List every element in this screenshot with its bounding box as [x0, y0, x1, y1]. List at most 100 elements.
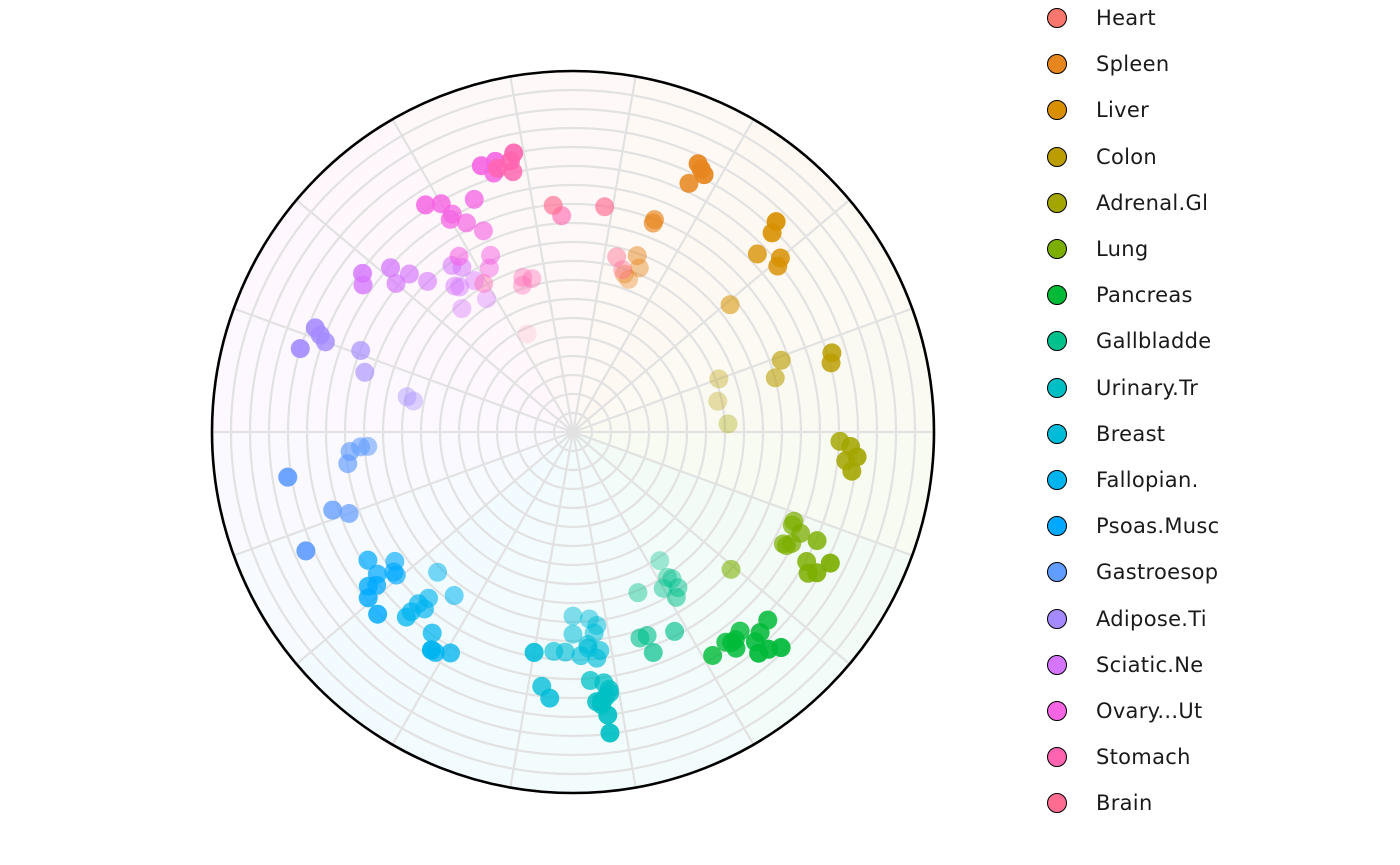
legend-item: Colon — [1038, 137, 1157, 177]
legend-swatch — [1047, 654, 1067, 675]
grid-spoke — [572, 114, 757, 433]
data-point — [599, 679, 619, 699]
grid-spoke — [508, 71, 575, 433]
data-point — [578, 638, 598, 658]
data-point — [425, 642, 445, 662]
sector-shade — [573, 301, 934, 432]
grid-spoke — [291, 431, 574, 669]
grid-spoke — [572, 431, 757, 750]
legend-swatch — [1047, 8, 1067, 28]
data-point — [703, 645, 723, 665]
data-point — [512, 275, 532, 295]
data-point — [418, 271, 438, 291]
data-point — [416, 195, 436, 215]
grid-spoke — [291, 195, 574, 433]
data-point — [449, 246, 469, 266]
grid-spoke — [571, 71, 638, 433]
legend-item: Spleen — [1038, 44, 1169, 84]
data-point — [479, 258, 499, 278]
legend-item: Sciatic.Ne — [1038, 645, 1204, 685]
data-point — [662, 569, 682, 589]
data-points — [278, 143, 867, 743]
legend-swatch — [1047, 423, 1067, 444]
sector-shade — [573, 432, 932, 677]
sector-shade — [382, 71, 573, 432]
data-point — [716, 632, 736, 652]
sector-shade — [573, 432, 865, 762]
data-point — [587, 615, 607, 635]
data-point — [444, 586, 464, 606]
legend-swatch — [1047, 377, 1067, 398]
data-point — [452, 299, 472, 319]
data-point — [422, 623, 442, 643]
data-point — [643, 642, 663, 662]
grid-spoke — [571, 431, 638, 793]
data-point — [358, 550, 378, 570]
data-point — [619, 269, 639, 289]
legend-swatch — [1047, 285, 1067, 306]
legend-label: Gastroesop — [1096, 560, 1219, 585]
data-point — [771, 350, 791, 370]
data-point — [613, 260, 633, 280]
data-point — [668, 578, 688, 598]
data-point — [384, 562, 404, 582]
legend-swatch — [1047, 747, 1067, 768]
data-point — [758, 610, 778, 630]
data-point — [614, 264, 634, 284]
legend-item: Fallopian. — [1038, 460, 1199, 500]
data-point — [290, 339, 310, 359]
legend-swatch — [1047, 192, 1067, 213]
data-point — [798, 563, 818, 583]
data-point — [476, 289, 496, 309]
data-point — [381, 258, 401, 278]
data-point — [592, 695, 612, 715]
data-point — [694, 165, 714, 185]
data-point — [842, 461, 862, 481]
data-point — [353, 275, 373, 295]
legend-label: Urinary.Tr — [1096, 375, 1199, 400]
data-point — [481, 245, 501, 265]
data-point — [355, 362, 375, 382]
legend-item: Psoas.Musc — [1038, 506, 1219, 546]
data-point — [524, 642, 544, 662]
polar-grid — [212, 71, 934, 793]
data-point — [517, 324, 537, 344]
legend-label: Liver — [1096, 98, 1150, 123]
legend-label: Adrenal.Gl — [1096, 190, 1209, 215]
data-point — [428, 562, 448, 582]
legend-swatch — [1047, 562, 1067, 583]
data-point — [768, 256, 788, 276]
legend-swatch — [1047, 146, 1067, 167]
legend-label: Breast — [1096, 421, 1166, 446]
legend-swatch — [1047, 331, 1067, 352]
data-point — [323, 500, 343, 520]
data-point — [464, 189, 484, 209]
data-point — [747, 244, 767, 264]
legend-item: Stomach — [1038, 737, 1191, 777]
sector-shade — [212, 301, 573, 432]
data-point — [650, 551, 670, 571]
data-point — [645, 210, 665, 230]
grid-spoke — [389, 114, 574, 433]
data-point — [563, 624, 583, 644]
data-point — [532, 676, 552, 696]
sector-shade — [573, 187, 932, 432]
data-point — [784, 511, 804, 531]
data-point — [450, 277, 470, 297]
data-point — [440, 643, 460, 663]
legend-label: Brain — [1096, 791, 1153, 816]
data-point — [595, 197, 615, 217]
grid-spoke — [572, 431, 855, 669]
data-point — [830, 431, 850, 451]
sector-shade — [214, 187, 573, 432]
outer-circle — [210, 69, 936, 795]
data-point — [580, 670, 600, 690]
data-point — [629, 258, 649, 278]
data-point — [368, 604, 388, 624]
data-point — [708, 391, 728, 411]
grid-spoke — [572, 195, 855, 433]
legend-swatch — [1047, 701, 1067, 721]
data-point — [522, 269, 542, 289]
legend-item: Adipose.Ti — [1038, 599, 1207, 639]
